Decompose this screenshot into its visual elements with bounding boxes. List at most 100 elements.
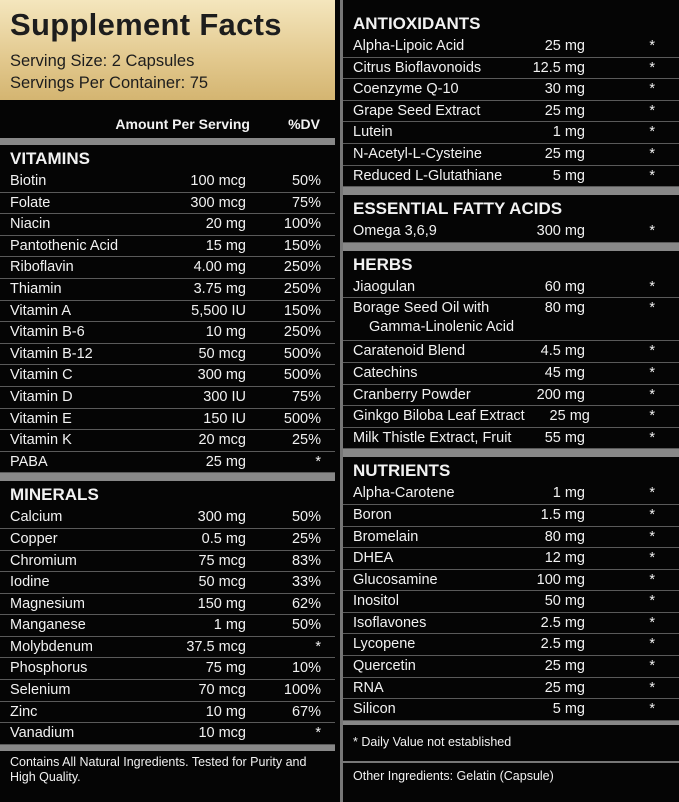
header: Supplement Facts Serving Size: 2 Capsule… bbox=[0, 0, 335, 100]
amount: 75 mcg bbox=[198, 552, 246, 569]
nutrient-row: Bromelain 80 mg * bbox=[343, 527, 679, 549]
nutrient-row: Magnesium 150 mg 62% bbox=[0, 594, 335, 616]
nutrient-name: DHEA bbox=[353, 550, 394, 567]
daily-value: 25% bbox=[291, 432, 321, 449]
amount: 25 mg bbox=[544, 102, 585, 119]
amount: 5 mg bbox=[552, 701, 585, 718]
daily-value: 75% bbox=[291, 388, 321, 405]
nutrient-row: Vitamin A 5,500 IU 150% bbox=[0, 301, 335, 323]
nutrient-name: Vitamin B-12 bbox=[10, 345, 93, 362]
right-column: ANTIOXIDANTS Alpha-Lipoic Acid 25 mg * Citru… bbox=[340, 0, 679, 802]
daily-value: 250% bbox=[283, 324, 321, 341]
daily-value: * bbox=[649, 701, 655, 718]
nutrient-name: Coenzyme Q-10 bbox=[353, 81, 459, 98]
daily-value: 150% bbox=[283, 237, 321, 254]
nutrient-name: Selenium bbox=[10, 682, 71, 699]
daily-value: * bbox=[649, 38, 655, 54]
daily-value: * bbox=[315, 725, 321, 742]
nutrient-row: Chromium 75 mcg 83% bbox=[0, 551, 335, 573]
nutrient-name: Boron bbox=[353, 506, 392, 523]
amount: 10 mg bbox=[205, 324, 246, 341]
other-ingredients: Other Ingredients: Gelatin (Capsule) bbox=[343, 760, 679, 783]
left-footer: Contains All Natural Ingredients. Tested… bbox=[0, 744, 335, 785]
nutrient-row: Thiamin 3.75 mg 250% bbox=[0, 279, 335, 301]
amount: 150 mg bbox=[197, 595, 246, 612]
daily-value: * bbox=[315, 453, 321, 470]
daily-value: * bbox=[649, 59, 655, 76]
daily-value: * bbox=[649, 102, 655, 119]
amount: 15 mg bbox=[205, 237, 246, 254]
amount: 300 mg bbox=[197, 367, 246, 384]
amount: 25 mg bbox=[544, 679, 585, 696]
nutrient-row: Lutein 1 mg * bbox=[343, 122, 679, 144]
nutrient-row: Biotin 100 mcg 50% bbox=[0, 171, 335, 193]
nutrient-name: RNA bbox=[353, 679, 384, 696]
nutrient-name: Lycopene bbox=[353, 636, 416, 653]
nutrient-name: Vitamin C bbox=[10, 367, 73, 384]
nutrient-name: Milk Thistle Extract, Fruit bbox=[353, 429, 512, 446]
daily-value: 75% bbox=[291, 194, 321, 211]
nutrient-name: Calcium bbox=[10, 509, 63, 526]
daily-value: * bbox=[649, 506, 655, 523]
nutrient-row: Vitamin E 150 IU 500% bbox=[0, 409, 335, 431]
nutrient-name: Lutein bbox=[353, 124, 393, 141]
column-headers: Amount Per Serving %DV bbox=[0, 110, 335, 145]
daily-value: * bbox=[315, 638, 321, 655]
footnote: * Daily Value not established bbox=[343, 720, 679, 761]
nutrient-row: Catechins 45 mg * bbox=[343, 363, 679, 385]
daily-value: 250% bbox=[283, 280, 321, 297]
nutrient-name: Grape Seed Extract bbox=[353, 102, 481, 119]
nutrient-row: Silicon 5 mg * bbox=[343, 699, 679, 721]
daily-value: * bbox=[649, 593, 655, 610]
nutrient-row: RNA 25 mg * bbox=[343, 678, 679, 700]
nutrient-name: Glucosamine bbox=[353, 571, 438, 588]
nutrient-row: Vitamin B-6 10 mg 250% bbox=[0, 322, 335, 344]
left-sections: VITAMINS Biotin 100 mcg 50% Folate 300 mcg 75%… bbox=[0, 145, 335, 745]
amount: 150 IU bbox=[203, 410, 246, 427]
serving-size: Serving Size: 2 Capsules bbox=[10, 52, 195, 70]
nutrient-row: Coenzyme Q-10 30 mg * bbox=[343, 79, 679, 101]
nutrient-name: Pantothenic Acid bbox=[10, 237, 119, 254]
amount: 300 mcg bbox=[190, 194, 246, 211]
amount: 80 mg bbox=[544, 528, 585, 545]
nutrient-row: Inositol 50 mg * bbox=[343, 591, 679, 613]
daily-value: * bbox=[649, 658, 655, 675]
nutrient-row: Milk Thistle Extract, Fruit 55 mg * bbox=[343, 428, 679, 450]
amount: 2.5 mg bbox=[540, 636, 585, 653]
nutrient-row: Borage Seed Oil with Gamma-Linolenic Aci… bbox=[343, 298, 679, 342]
nutrient-name: Chromium bbox=[10, 552, 77, 569]
amount: 300 mg bbox=[536, 223, 585, 240]
amount: 25 mg bbox=[544, 38, 585, 54]
nutrient-row: Iodine 50 mcg 33% bbox=[0, 572, 335, 594]
nutrient-row: N-Acetyl-L-Cysteine 25 mg * bbox=[343, 144, 679, 166]
nutrient-row: Pantothenic Acid 15 mg 150% bbox=[0, 236, 335, 258]
daily-value: 250% bbox=[283, 259, 321, 276]
amount: 5 mg bbox=[552, 167, 585, 184]
daily-value: * bbox=[649, 429, 655, 446]
nutrient-name: Vitamin B-6 bbox=[10, 324, 85, 341]
amount: 1.5 mg bbox=[540, 506, 585, 523]
nutrient-row: Alpha-Lipoic Acid 25 mg * bbox=[343, 36, 679, 58]
nutrient-name: PABA bbox=[10, 453, 48, 470]
nutrient-row: Vitamin C 300 mg 500% bbox=[0, 365, 335, 387]
amount: 4.5 mg bbox=[540, 343, 585, 360]
daily-value: 150% bbox=[283, 302, 321, 319]
daily-value: 10% bbox=[291, 660, 321, 677]
daily-value: 50% bbox=[291, 509, 321, 526]
nutrient-name: Borage Seed Oil with Gamma-Linolenic Aci… bbox=[353, 300, 515, 336]
nutrient-name: Iodine bbox=[10, 574, 50, 591]
nutrient-row: DHEA 12 mg * bbox=[343, 548, 679, 570]
nutrient-name: Jiaogulan bbox=[353, 278, 416, 295]
nutrient-row: Molybdenum 37.5 mcg * bbox=[0, 637, 335, 659]
nutrient-row: Alpha-Carotene 1 mg * bbox=[343, 483, 679, 505]
nutrient-row: Folate 300 mcg 75% bbox=[0, 193, 335, 215]
amount: 80 mg bbox=[544, 300, 585, 317]
nutrient-row: Niacin 20 mg 100% bbox=[0, 214, 335, 236]
nutrient-row: Vitamin K 20 mcg 25% bbox=[0, 430, 335, 452]
nutrient-row: Lycopene 2.5 mg * bbox=[343, 634, 679, 657]
daily-value: 50% bbox=[291, 173, 321, 189]
amount: 12.5 mg bbox=[532, 59, 585, 76]
nutrient-row: Caratenoid Blend 4.5 mg * bbox=[343, 341, 679, 363]
nutrient-name: Alpha-Carotene bbox=[353, 485, 455, 502]
nutrient-row: Calcium 300 mg 50% bbox=[0, 507, 335, 529]
